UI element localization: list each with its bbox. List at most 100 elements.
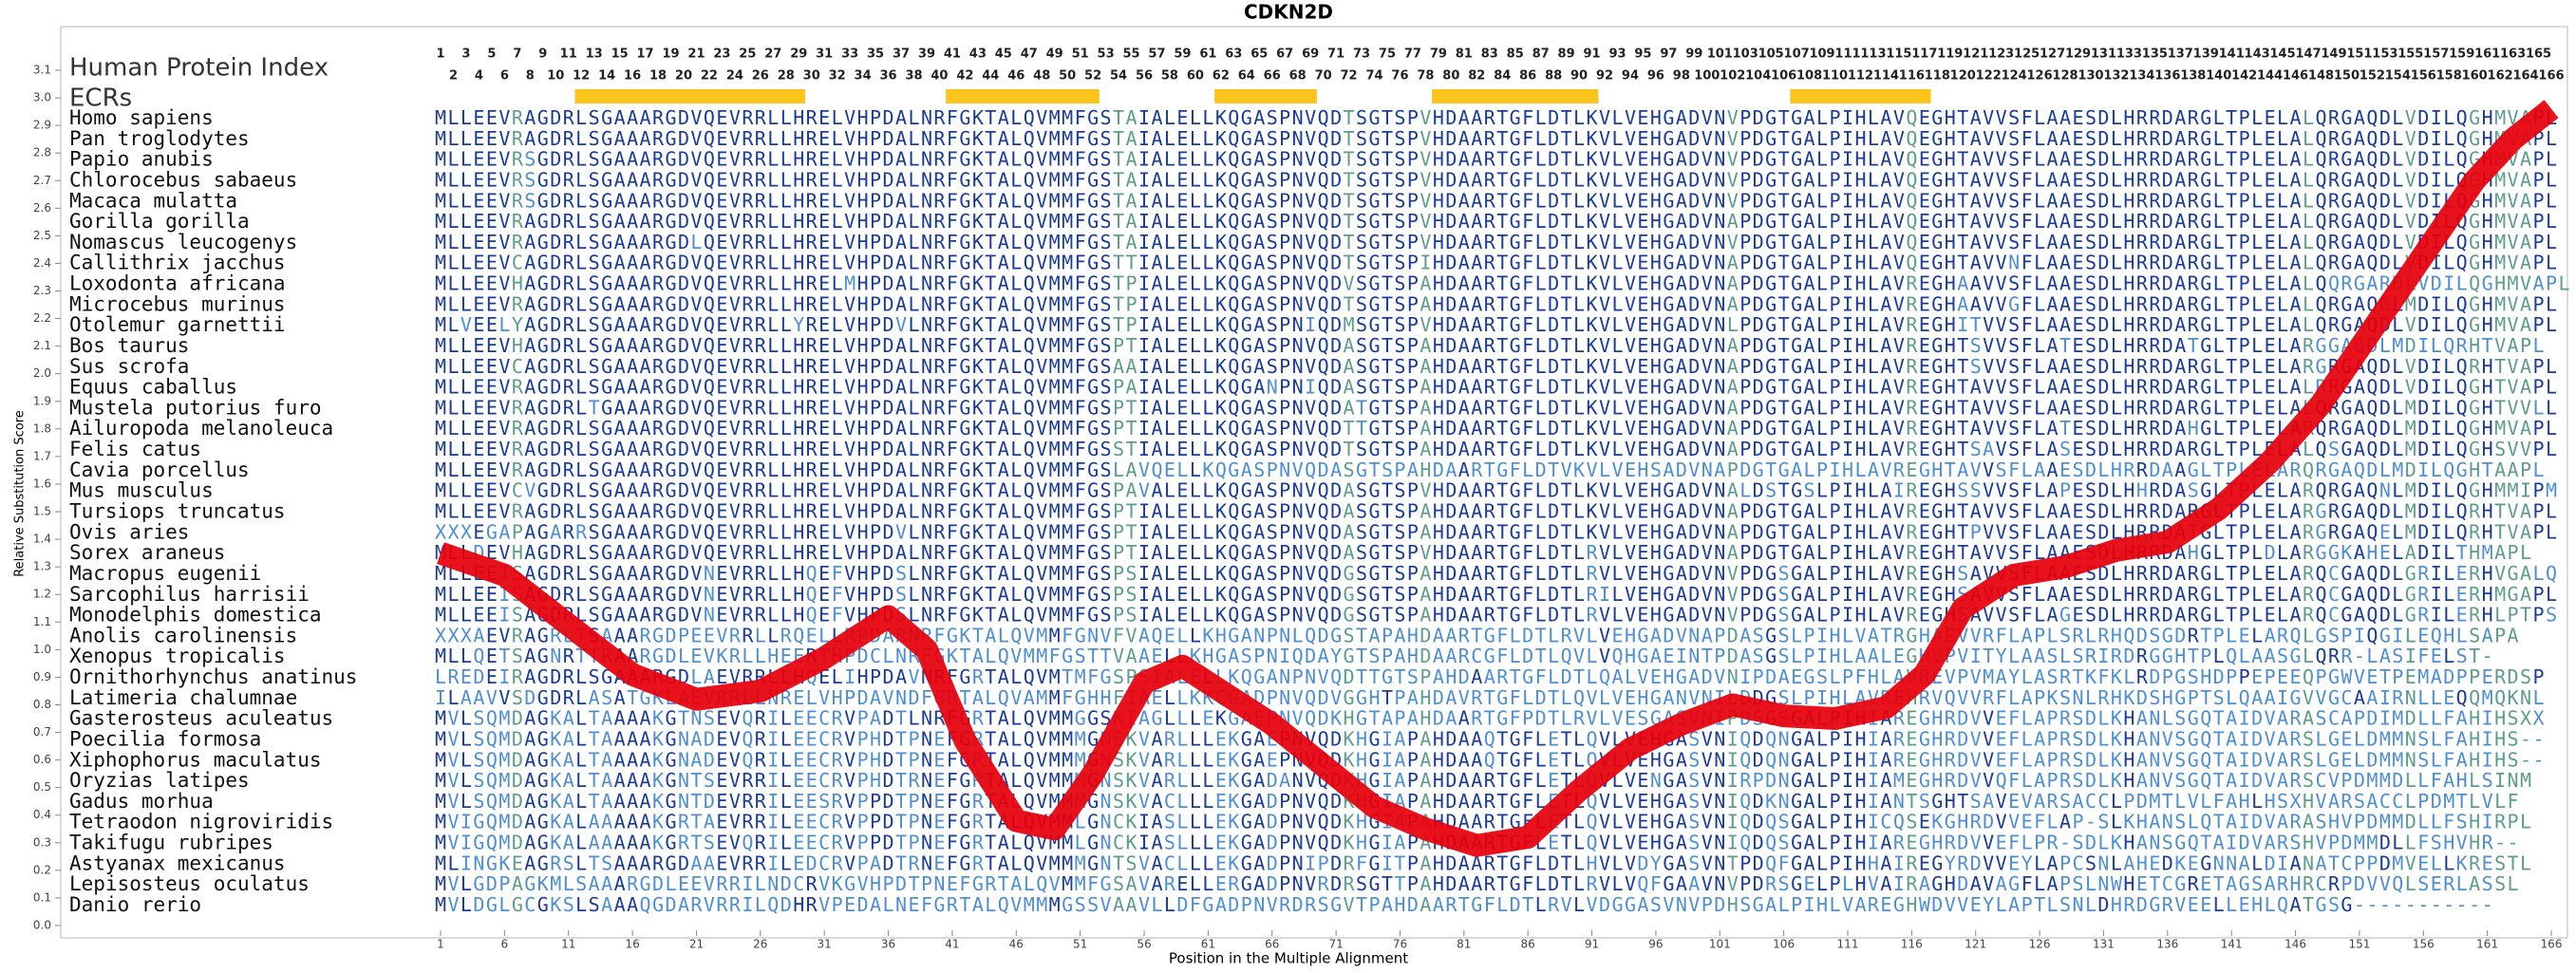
residue: D	[550, 665, 561, 688]
residue: L	[2213, 292, 2225, 315]
residue: V	[1893, 210, 1905, 233]
human-index-number: 76	[1391, 69, 1408, 84]
residue: I	[1842, 541, 1853, 564]
residue: V	[1599, 313, 1610, 336]
residue: L	[1164, 230, 1175, 253]
residue: A	[1151, 499, 1162, 522]
residue: L	[1190, 561, 1201, 584]
residue: F	[1522, 313, 1533, 336]
residue: R	[563, 561, 575, 584]
residue: V	[2354, 665, 2365, 688]
residue: G	[1906, 645, 1917, 667]
residue: Q	[704, 251, 715, 273]
residue: D	[678, 251, 689, 273]
residue: R	[972, 665, 985, 688]
residue: T	[1778, 230, 1790, 253]
residue: L	[2546, 499, 2557, 522]
species-name: Chlorocebus sabaeus	[69, 168, 297, 191]
residue: R	[652, 210, 665, 233]
residue: T	[1113, 230, 1124, 253]
residue: G	[1663, 106, 1674, 129]
residue: I	[2431, 126, 2442, 149]
residue: R	[742, 168, 754, 191]
human-index-number: 115	[1886, 47, 1911, 62]
residue: S	[2085, 126, 2097, 149]
human-index-number: 111	[1834, 47, 1860, 62]
residue: A	[627, 333, 638, 356]
residue: D	[2379, 499, 2391, 522]
residue: A	[998, 189, 1009, 212]
residue: P	[2341, 624, 2352, 646]
residue: A	[2047, 354, 2059, 377]
residue: Q	[806, 582, 818, 605]
residue: M	[1062, 541, 1073, 564]
residue: P	[2546, 271, 2557, 294]
residue: A	[1970, 147, 1982, 170]
residue: D	[1753, 438, 1764, 460]
residue: D	[1688, 354, 1700, 377]
residue: H	[2123, 168, 2134, 191]
residue: G	[1368, 147, 1380, 170]
residue: R	[755, 499, 767, 522]
residue: L	[1816, 189, 1828, 212]
residue: A	[1420, 375, 1431, 398]
residue: D	[883, 168, 894, 191]
residue: Q	[1318, 499, 1329, 522]
residue: A	[1880, 313, 1891, 336]
residue: L	[575, 168, 587, 191]
residue: L	[2533, 396, 2545, 419]
residue: E	[2072, 210, 2083, 233]
residue: A	[2354, 147, 2365, 170]
residue: R	[2188, 210, 2200, 233]
residue: A	[1344, 541, 1355, 564]
residue: A	[1344, 478, 1355, 501]
residue: H	[1433, 561, 1444, 584]
residue: D	[1688, 168, 1700, 191]
residue: L	[461, 292, 472, 315]
residue: D	[1753, 126, 1764, 149]
residue: L	[780, 458, 792, 480]
residue: H	[2123, 375, 2134, 398]
residue: H	[1650, 354, 1662, 377]
residue: A	[2047, 126, 2059, 149]
residue: E	[2072, 271, 2083, 294]
residue: A	[614, 189, 626, 212]
residue: I	[1842, 106, 1853, 129]
residue: T	[985, 438, 996, 460]
residue: Q	[2366, 251, 2378, 273]
residue: T	[1561, 396, 1572, 419]
residue: V	[1599, 645, 1610, 667]
residue: A	[1970, 541, 1982, 564]
residue: A	[1458, 582, 1470, 605]
residue: V	[1702, 438, 1713, 460]
residue: V	[1714, 665, 1725, 688]
residue: L	[1010, 478, 1022, 501]
residue: Q	[2315, 292, 2326, 315]
residue: G	[1931, 520, 1943, 543]
residue: E	[2265, 313, 2276, 336]
residue: D	[678, 126, 689, 149]
residue: D	[1548, 189, 1559, 212]
residue: T	[1344, 106, 1355, 129]
species-name: Pan troglodytes	[69, 127, 250, 150]
residue: V	[844, 396, 856, 419]
residue: R	[652, 313, 665, 336]
residue: F	[1522, 561, 1533, 584]
residue: K	[1587, 126, 1598, 149]
residue: A	[1471, 603, 1482, 626]
residue: A	[1804, 292, 1815, 315]
residue: A	[2290, 354, 2302, 377]
residue: L	[1190, 333, 1201, 356]
residue: H	[1433, 210, 1444, 233]
residue: P	[1830, 189, 1841, 212]
residue: P	[1739, 126, 1751, 149]
residue: R	[742, 417, 754, 440]
residue: L	[2546, 582, 2557, 605]
residue: L	[767, 624, 779, 646]
residue: H	[1202, 645, 1213, 667]
residue: R	[2149, 271, 2161, 294]
residue: A	[1471, 520, 1482, 543]
residue: D	[2097, 168, 2109, 191]
residue: V	[1599, 147, 1610, 170]
residue: T	[985, 375, 996, 398]
